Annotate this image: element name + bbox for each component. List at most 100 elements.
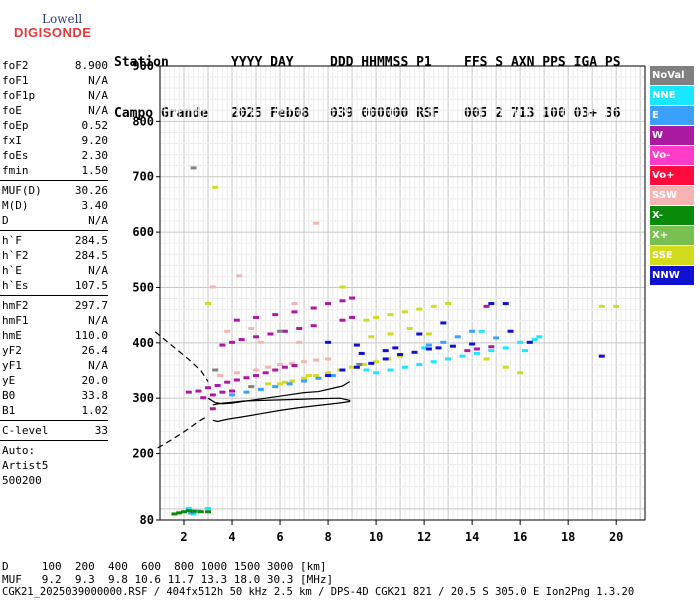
data-point [289, 361, 296, 365]
x-tick-label: 4 [228, 530, 235, 544]
data-point [373, 315, 380, 319]
parameter-value: 8.900 [74, 59, 108, 72]
parameter-group-muf: MUF(D) 30.26 M(D) 3.40 D N/A [0, 183, 112, 228]
data-point [517, 371, 524, 375]
parameter-value: N/A [88, 74, 108, 87]
data-point [267, 332, 274, 336]
data-point [277, 382, 284, 386]
data-point [190, 166, 197, 170]
parameter-value: 33.8 [81, 389, 109, 402]
series-nnw [325, 302, 605, 378]
parameter-name: h`Es [2, 279, 29, 292]
data-point [248, 385, 255, 389]
parameter-name: foEp [2, 119, 29, 132]
y-tick-label: 400 [132, 336, 154, 350]
data-point [291, 364, 298, 368]
curve-profile [212, 397, 351, 423]
legend-item-vo: Vo+ [650, 166, 694, 185]
data-point [349, 296, 356, 300]
parameter-name: D [2, 214, 9, 227]
parameter-row-fof2: foF2 8.900 [0, 58, 112, 73]
x-tick-label: 10 [369, 530, 383, 544]
data-point [416, 332, 423, 336]
data-point [219, 390, 226, 394]
data-point [473, 347, 480, 351]
data-point [483, 357, 490, 361]
data-point [277, 362, 284, 366]
data-point [310, 306, 317, 310]
data-point [435, 346, 442, 350]
data-point [459, 354, 466, 358]
parameter-name: fmin [2, 164, 29, 177]
data-point [488, 345, 495, 349]
legend-item-noval: NoVal [650, 66, 694, 85]
data-point [236, 274, 243, 278]
parameter-name: fxI [2, 134, 22, 147]
data-point [313, 374, 320, 378]
data-point [392, 346, 399, 350]
series-nne [185, 329, 543, 516]
y-tick-label: 200 [132, 447, 154, 461]
divider [0, 440, 108, 441]
parameter-row-clevel: C-level 33 [0, 423, 112, 438]
data-point [349, 365, 356, 369]
data-point [387, 313, 394, 317]
data-point [185, 390, 192, 394]
parameter-name: foE [2, 104, 22, 117]
logo-line2: DIGISONDE [14, 25, 92, 40]
data-point [296, 326, 303, 330]
data-point [277, 329, 284, 333]
legend-item-x: X- [650, 206, 694, 225]
series-ssw [209, 221, 332, 378]
data-point [243, 376, 250, 380]
data-point [171, 512, 178, 516]
footer-info: CGK21_2025039000000.RSF / 404fx512h 50 k… [2, 586, 635, 598]
auto-label: Auto: [2, 444, 36, 457]
y-tick-label: 800 [132, 114, 154, 128]
parameter-row-b0: B0 33.8 [0, 388, 112, 403]
divider [0, 230, 108, 231]
parameter-value: 20.0 [81, 374, 109, 387]
data-point [473, 351, 480, 355]
data-point [368, 361, 375, 365]
data-point [205, 386, 212, 390]
parameter-row-fxi: fxI 9.20 [0, 133, 112, 148]
data-point [281, 329, 288, 333]
parameter-value: N/A [88, 314, 108, 327]
data-point [257, 340, 264, 344]
data-point [397, 354, 404, 358]
parameter-value: 30.26 [74, 184, 108, 197]
data-point [190, 509, 197, 513]
data-point [176, 511, 183, 515]
data-point [454, 335, 461, 339]
data-point [217, 374, 224, 378]
series-e [188, 329, 500, 515]
parameter-name: hmF1 [2, 314, 29, 327]
parameter-row-foes: foEs 2.30 [0, 148, 112, 163]
data-point [387, 332, 394, 336]
legend-item-w: W [650, 126, 694, 145]
parameter-value: 33 [94, 424, 108, 437]
data-point [440, 340, 447, 344]
data-point [291, 310, 298, 314]
parameter-value: 0.52 [81, 119, 109, 132]
data-point [445, 357, 452, 361]
parameter-row-b1: B1 1.02 [0, 403, 112, 418]
header-station: Station Campo Grande [114, 20, 208, 139]
parameter-row-d: D N/A [0, 213, 112, 228]
parameter-name: yF2 [2, 344, 22, 357]
data-point [430, 360, 437, 364]
parameter-name: M(D) [2, 199, 29, 212]
data-point [469, 329, 476, 333]
parameter-name: yF1 [2, 359, 22, 372]
parameter-name: C-level [2, 424, 49, 437]
parameter-row-he: h`E N/A [0, 263, 112, 278]
parameter-name: h`F [2, 234, 22, 247]
data-point [440, 321, 447, 325]
parameter-value: 297.7 [74, 299, 108, 312]
parameter-row-foep: foEp 0.52 [0, 118, 112, 133]
data-point [325, 374, 332, 378]
data-point [411, 350, 418, 354]
x-tick-label: 16 [513, 530, 527, 544]
data-point [262, 371, 269, 375]
